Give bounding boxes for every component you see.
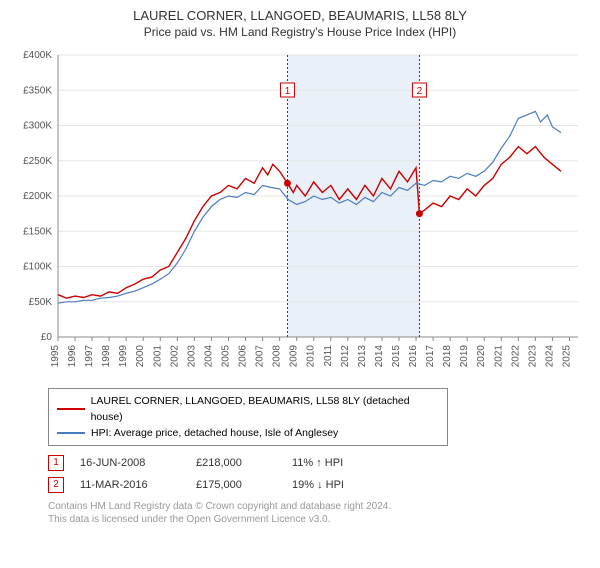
svg-text:£400K: £400K <box>23 50 52 61</box>
svg-text:1997: 1997 <box>84 345 95 368</box>
legend-label: HPI: Average price, detached house, Isle… <box>91 425 338 441</box>
sales-table: 1 16-JUN-2008 £218,000 11% ↑ HPI 2 11-MAR-201… <box>48 452 600 496</box>
sale-date: 11-MAR-2016 <box>80 474 180 496</box>
svg-text:1: 1 <box>285 86 291 97</box>
chart-subtitle: Price paid vs. HM Land Registry's House … <box>0 25 600 39</box>
legend-swatch <box>57 408 85 410</box>
svg-text:2022: 2022 <box>510 345 521 368</box>
svg-text:2: 2 <box>417 86 423 97</box>
svg-text:£200K: £200K <box>23 191 52 202</box>
chart-svg: £0 £50K £100K £150K £200K £250K £300K £350K £400… <box>10 47 590 377</box>
svg-text:£100K: £100K <box>23 262 52 273</box>
sale-price: £218,000 <box>196 452 276 474</box>
sale-row: 2 11-MAR-2016 £175,000 19% ↓ HPI <box>48 474 600 496</box>
svg-text:£350K: £350K <box>23 85 52 96</box>
svg-text:2014: 2014 <box>374 345 385 368</box>
sale-price: £175,000 <box>196 474 276 496</box>
svg-text:2005: 2005 <box>220 345 231 368</box>
svg-text:2009: 2009 <box>289 345 300 368</box>
svg-text:2021: 2021 <box>493 345 504 368</box>
svg-text:£300K: £300K <box>23 121 52 132</box>
svg-text:1995: 1995 <box>50 345 61 368</box>
legend: LAUREL CORNER, LLANGOED, BEAUMARIS, LL58… <box>48 388 448 446</box>
legend-swatch <box>57 432 85 434</box>
svg-text:2024: 2024 <box>544 345 555 368</box>
sale-pct: 11% ↑ HPI <box>292 452 382 474</box>
legend-label: LAUREL CORNER, LLANGOED, BEAUMARIS, LL58… <box>91 393 439 425</box>
legend-item: LAUREL CORNER, LLANGOED, BEAUMARIS, LL58… <box>57 393 439 425</box>
svg-text:£250K: £250K <box>23 156 52 167</box>
svg-text:£150K: £150K <box>23 226 52 237</box>
svg-text:2012: 2012 <box>340 345 351 368</box>
svg-text:£50K: £50K <box>29 297 53 308</box>
svg-text:2002: 2002 <box>169 345 180 368</box>
legend-item: HPI: Average price, detached house, Isle… <box>57 425 439 441</box>
chart-title: LAUREL CORNER, LLANGOED, BEAUMARIS, LL58… <box>0 8 600 23</box>
svg-text:2004: 2004 <box>203 345 214 368</box>
svg-text:2020: 2020 <box>476 345 487 368</box>
svg-text:2000: 2000 <box>135 345 146 368</box>
sale-date: 16-JUN-2008 <box>80 452 180 474</box>
sale-row: 1 16-JUN-2008 £218,000 11% ↑ HPI <box>48 452 600 474</box>
svg-text:2007: 2007 <box>255 345 266 368</box>
svg-text:£0: £0 <box>41 332 53 343</box>
svg-text:2025: 2025 <box>561 345 572 368</box>
footnote: Contains HM Land Registry data © Crown c… <box>48 500 600 526</box>
sale-marker-number: 2 <box>48 477 64 493</box>
svg-text:1996: 1996 <box>67 345 78 368</box>
svg-text:2011: 2011 <box>323 345 334 367</box>
footnote-line-1: Contains HM Land Registry data © Crown c… <box>48 500 600 513</box>
svg-text:2010: 2010 <box>306 345 317 368</box>
svg-text:1999: 1999 <box>118 345 129 368</box>
svg-text:1998: 1998 <box>101 345 112 368</box>
svg-text:2006: 2006 <box>238 345 249 368</box>
sale-pct: 19% ↓ HPI <box>292 474 382 496</box>
footnote-line-2: This data is licensed under the Open Gov… <box>48 513 600 526</box>
svg-text:2023: 2023 <box>527 345 538 368</box>
svg-text:2019: 2019 <box>459 345 470 368</box>
svg-text:2017: 2017 <box>425 345 436 368</box>
svg-text:2016: 2016 <box>408 345 419 368</box>
svg-text:2013: 2013 <box>357 345 368 368</box>
svg-text:2015: 2015 <box>391 345 402 368</box>
chart: £0 £50K £100K £150K £200K £250K £300K £350K £400… <box>10 47 590 382</box>
sale-marker-number: 1 <box>48 455 64 471</box>
svg-text:2003: 2003 <box>186 345 197 368</box>
svg-text:2018: 2018 <box>442 345 453 368</box>
svg-text:2008: 2008 <box>272 345 283 368</box>
svg-text:2001: 2001 <box>152 345 163 368</box>
